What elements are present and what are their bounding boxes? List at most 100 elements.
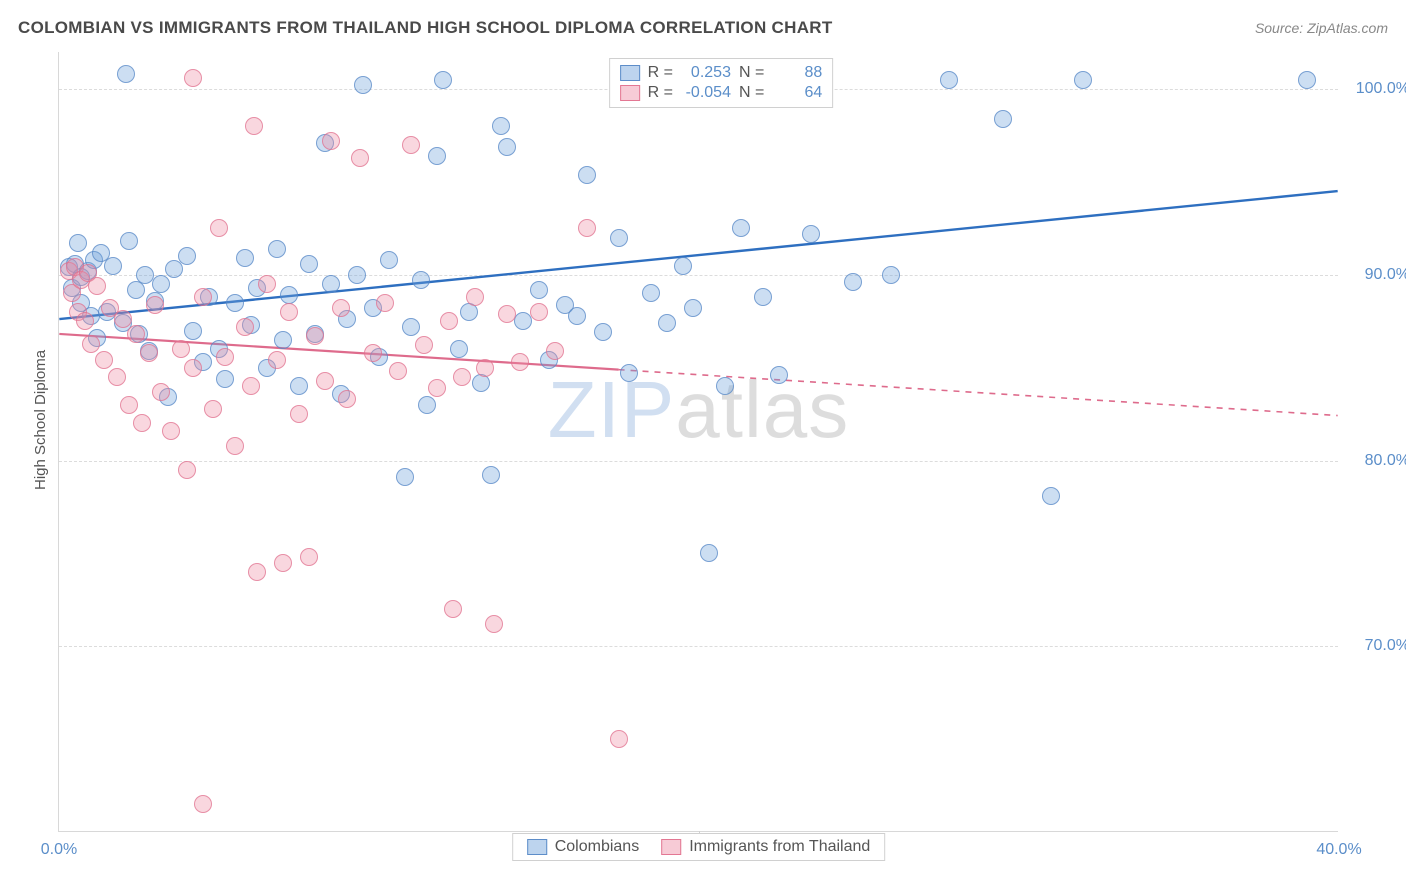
data-point (146, 296, 164, 314)
data-point (95, 351, 113, 369)
data-point (226, 294, 244, 312)
data-point (568, 307, 586, 325)
data-point (610, 730, 628, 748)
data-point (194, 795, 212, 813)
data-point (434, 71, 452, 89)
data-point (498, 138, 516, 156)
swatch-blue-icon (620, 65, 640, 81)
data-point (280, 303, 298, 321)
data-point (402, 136, 420, 154)
data-point (389, 362, 407, 380)
data-point (108, 368, 126, 386)
data-point (184, 359, 202, 377)
n-value-colombians: 88 (772, 64, 822, 82)
watermark-part1: ZIP (548, 365, 675, 454)
data-point (594, 323, 612, 341)
data-point (1298, 71, 1316, 89)
data-point (178, 461, 196, 479)
data-point (882, 266, 900, 284)
data-point (248, 563, 266, 581)
data-point (268, 351, 286, 369)
data-point (415, 336, 433, 354)
swatch-blue-icon (527, 839, 547, 855)
data-point (351, 149, 369, 167)
data-point (114, 310, 132, 328)
data-point (482, 466, 500, 484)
y-axis-label: High School Diploma (32, 350, 49, 490)
gridline (59, 275, 1338, 276)
data-point (322, 275, 340, 293)
data-point (1074, 71, 1092, 89)
gridline (59, 461, 1338, 462)
data-point (802, 225, 820, 243)
swatch-pink-icon (620, 85, 640, 101)
data-point (498, 305, 516, 323)
data-point (1042, 487, 1060, 505)
data-point (258, 275, 276, 293)
data-point (754, 288, 772, 306)
data-point (120, 232, 138, 250)
data-point (117, 65, 135, 83)
legend-row-colombians: R = 0.253 N = 88 (620, 63, 823, 83)
data-point (514, 312, 532, 330)
data-point (236, 249, 254, 267)
data-point (476, 359, 494, 377)
y-tick-label: 100.0% (1346, 80, 1406, 98)
data-point (290, 405, 308, 423)
data-point (242, 377, 260, 395)
data-point (120, 396, 138, 414)
data-point (444, 600, 462, 618)
data-point (716, 377, 734, 395)
data-point (440, 312, 458, 330)
data-point (511, 353, 529, 371)
n-value-thailand: 64 (772, 84, 822, 102)
data-point (642, 284, 660, 302)
data-point (300, 548, 318, 566)
data-point (492, 117, 510, 135)
data-point (140, 344, 158, 362)
data-point (732, 219, 750, 237)
legend-label-thailand: Immigrants from Thailand (689, 838, 870, 856)
data-point (450, 340, 468, 358)
data-point (226, 437, 244, 455)
r-label: R = (648, 64, 673, 82)
data-point (684, 299, 702, 317)
r-value-thailand: -0.054 (681, 84, 731, 102)
data-point (428, 147, 446, 165)
x-tick-label: 0.0% (41, 841, 77, 859)
data-point (133, 414, 151, 432)
data-point (376, 294, 394, 312)
legend-item-colombians: Colombians (527, 838, 639, 856)
data-point (364, 344, 382, 362)
legend-row-thailand: R = -0.054 N = 64 (620, 83, 823, 103)
data-point (306, 327, 324, 345)
n-label: N = (739, 84, 764, 102)
data-point (69, 234, 87, 252)
data-point (236, 318, 254, 336)
source-name: ZipAtlas.com (1307, 20, 1388, 36)
chart-source: Source: ZipAtlas.com (1255, 20, 1388, 36)
data-point (412, 271, 430, 289)
chart-header: COLOMBIAN VS IMMIGRANTS FROM THAILAND HI… (18, 18, 1388, 38)
data-point (418, 396, 436, 414)
legend-label-colombians: Colombians (555, 838, 639, 856)
data-point (152, 383, 170, 401)
data-point (127, 325, 145, 343)
data-point (332, 299, 350, 317)
data-point (316, 372, 334, 390)
source-label: Source: (1255, 20, 1303, 36)
trend-lines (59, 52, 1338, 831)
data-point (658, 314, 676, 332)
r-label: R = (648, 84, 673, 102)
data-point (530, 303, 548, 321)
data-point (216, 370, 234, 388)
data-point (354, 76, 372, 94)
data-point (274, 331, 292, 349)
data-point (216, 348, 234, 366)
y-tick-label: 80.0% (1346, 452, 1406, 470)
gridline (59, 646, 1338, 647)
data-point (194, 288, 212, 306)
data-point (485, 615, 503, 633)
data-point (620, 364, 638, 382)
data-point (546, 342, 564, 360)
